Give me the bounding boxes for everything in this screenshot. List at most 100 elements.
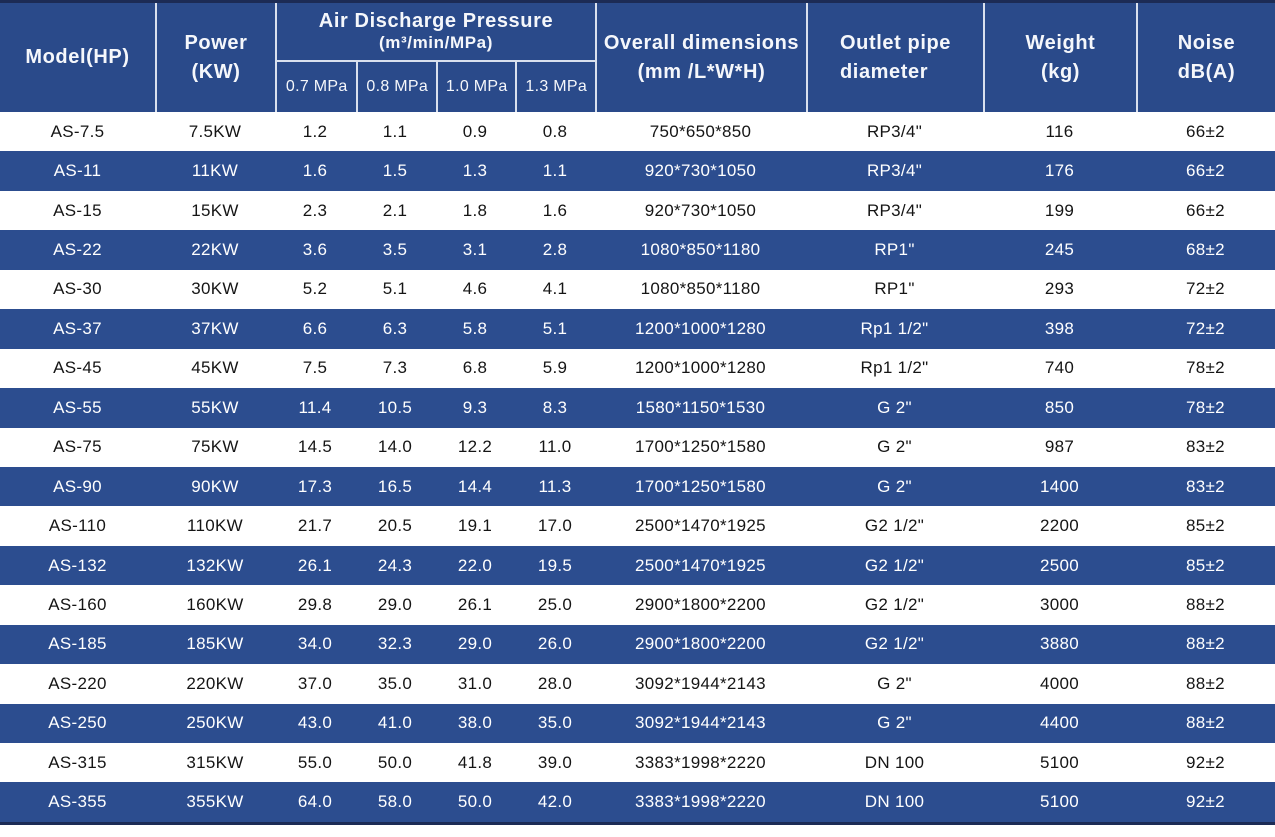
cell-model: AS-250 (48, 713, 107, 733)
cell-weight: 2500 (1039, 555, 1080, 575)
cell-pressure-10: 50.0 (457, 792, 493, 812)
cell-model: AS-132 (48, 555, 107, 575)
cell-noise: 66±2 (1186, 161, 1225, 181)
cell-pressure-13: 5.9 (542, 358, 568, 378)
cell-pressure-07: 6.6 (302, 318, 328, 338)
cell-power: 37KW (191, 318, 239, 338)
cell-pressure-07: 34.0 (297, 634, 333, 654)
header-outlet-inner: Outlet pipe diameter (840, 29, 951, 87)
cell-pressure-08: 32.3 (377, 634, 413, 654)
cell-model: AS-315 (48, 752, 107, 772)
cell-pressure-13: 2.8 (542, 240, 568, 260)
cell-model: AS-220 (48, 673, 107, 693)
cell-dimensions: 920*730*1050 (644, 161, 757, 181)
cell-pressure-07: 55.0 (297, 752, 333, 772)
cell-pressure-07: 7.5 (302, 358, 328, 378)
table-row: AS-37 37KW 6.6 6.3 5.8 5.1 1200*1000*1280 Rp1 1… (0, 309, 1275, 349)
cell-pressure-07: 64.0 (297, 792, 333, 812)
header-power: Power (KW) (155, 3, 275, 112)
table-header: Model(HP) Power (KW) Air Discharge Press… (0, 3, 1275, 112)
cell-pressure-07: 43.0 (297, 713, 333, 733)
cell-pressure-08: 35.0 (377, 673, 413, 693)
cell-pressure-10: 19.1 (457, 516, 493, 536)
cell-pressure-13: 0.8 (542, 121, 568, 141)
cell-pressure-10: 1.3 (462, 161, 488, 181)
cell-model: AS-90 (53, 476, 102, 496)
cell-dimensions: 1580*1150*1530 (635, 397, 766, 417)
cell-dimensions: 1700*1250*1580 (635, 437, 766, 457)
cell-weight: 5100 (1039, 752, 1080, 772)
cell-power: 132KW (186, 555, 244, 575)
cell-pressure-13: 39.0 (537, 752, 573, 772)
cell-pressure-13: 42.0 (537, 792, 573, 812)
cell-pressure-10: 0.9 (462, 121, 488, 141)
cell-noise: 66±2 (1186, 121, 1225, 141)
cell-dimensions: 2500*1470*1925 (635, 555, 766, 575)
cell-dimensions: 3383*1998*2220 (635, 792, 766, 812)
cell-pressure-07: 2.3 (302, 200, 328, 220)
cell-pressure-07: 21.7 (297, 516, 333, 536)
cell-pressure-10: 31.0 (457, 673, 493, 693)
cell-power: 30KW (191, 279, 239, 299)
cell-model: AS-45 (53, 358, 102, 378)
cell-dimensions: 3383*1998*2220 (635, 752, 766, 772)
cell-dimensions: 1080*850*1180 (640, 279, 761, 299)
cell-pressure-13: 19.5 (537, 555, 573, 575)
table-top-border (0, 0, 1275, 3)
cell-noise: 88±2 (1186, 634, 1225, 654)
cell-noise: 85±2 (1186, 555, 1225, 575)
cell-power: 11KW (191, 161, 239, 181)
cell-outlet: RP3/4" (866, 121, 923, 141)
table-row: AS-11 11KW 1.6 1.5 1.3 1.1 920*730*1050 RP3/4" 1… (0, 151, 1275, 191)
header-pressure-07: 0.7 MPa (285, 78, 348, 95)
header-outlet: Outlet pipe diameter (806, 3, 983, 112)
cell-power: 355KW (186, 792, 244, 812)
cell-model: AS-7.5 (50, 121, 105, 141)
header-pressure-subrow: 0.7 MPa 0.8 MPa 1.0 MPa 1.3 MPa (277, 62, 595, 112)
cell-pressure-13: 11.3 (538, 476, 572, 496)
cell-power: 315KW (186, 752, 244, 772)
cell-pressure-08: 58.0 (377, 792, 413, 812)
cell-weight: 4400 (1039, 713, 1080, 733)
cell-pressure-13: 25.0 (537, 594, 573, 614)
table-rows: AS-7.5 7.5KW 1.2 1.1 0.9 0.8 750*650*850 RP3/4"… (0, 112, 1275, 822)
cell-model: AS-185 (48, 634, 107, 654)
cell-pressure-08: 14.0 (377, 437, 413, 457)
header-weight-line1: Weight (1025, 31, 1096, 54)
cell-outlet: G 2" (877, 397, 912, 417)
cell-pressure-08: 5.1 (382, 279, 408, 299)
cell-power: 250KW (186, 713, 244, 733)
header-weight-line2: (kg) (1040, 60, 1081, 83)
cell-weight: 245 (1044, 240, 1075, 260)
cell-pressure-10: 12.2 (457, 437, 493, 457)
cell-pressure-13: 26.0 (537, 634, 573, 654)
cell-noise: 72±2 (1186, 318, 1225, 338)
cell-pressure-13: 17.0 (537, 516, 573, 536)
cell-weight: 1400 (1039, 476, 1080, 496)
cell-weight: 398 (1044, 318, 1075, 338)
cell-noise: 88±2 (1186, 673, 1225, 693)
cell-outlet: RP1" (874, 279, 915, 299)
cell-pressure-13: 1.1 (542, 161, 568, 181)
cell-model: AS-30 (53, 279, 102, 299)
header-pressure-13: 1.3 MPa (515, 62, 595, 112)
header-noise-line2: dB(A) (1177, 60, 1236, 83)
table-row: AS-250 250KW 43.0 41.0 38.0 35.0 3092*1944*214… (0, 703, 1275, 743)
cell-pressure-10: 4.6 (462, 279, 488, 299)
cell-model: AS-355 (48, 792, 107, 812)
cell-outlet: G2 1/2" (864, 634, 925, 654)
header-pressure-group: Air Discharge Pressure (m³/min/MPa) 0.7 … (275, 3, 595, 112)
cell-dimensions: 2900*1800*2200 (635, 594, 766, 614)
cell-pressure-13: 35.0 (537, 713, 573, 733)
cell-pressure-07: 3.6 (302, 240, 328, 260)
cell-outlet: RP3/4" (866, 161, 923, 181)
table-row: AS-75 75KW 14.5 14.0 12.2 11.0 1700*1250*1580 G… (0, 427, 1275, 467)
cell-pressure-13: 28.0 (537, 673, 573, 693)
cell-noise: 78±2 (1186, 397, 1225, 417)
cell-weight: 176 (1044, 161, 1075, 181)
cell-pressure-10: 1.8 (462, 200, 488, 220)
cell-power: 75KW (191, 437, 239, 457)
cell-outlet: DN 100 (864, 792, 925, 812)
cell-model: AS-22 (53, 240, 102, 260)
